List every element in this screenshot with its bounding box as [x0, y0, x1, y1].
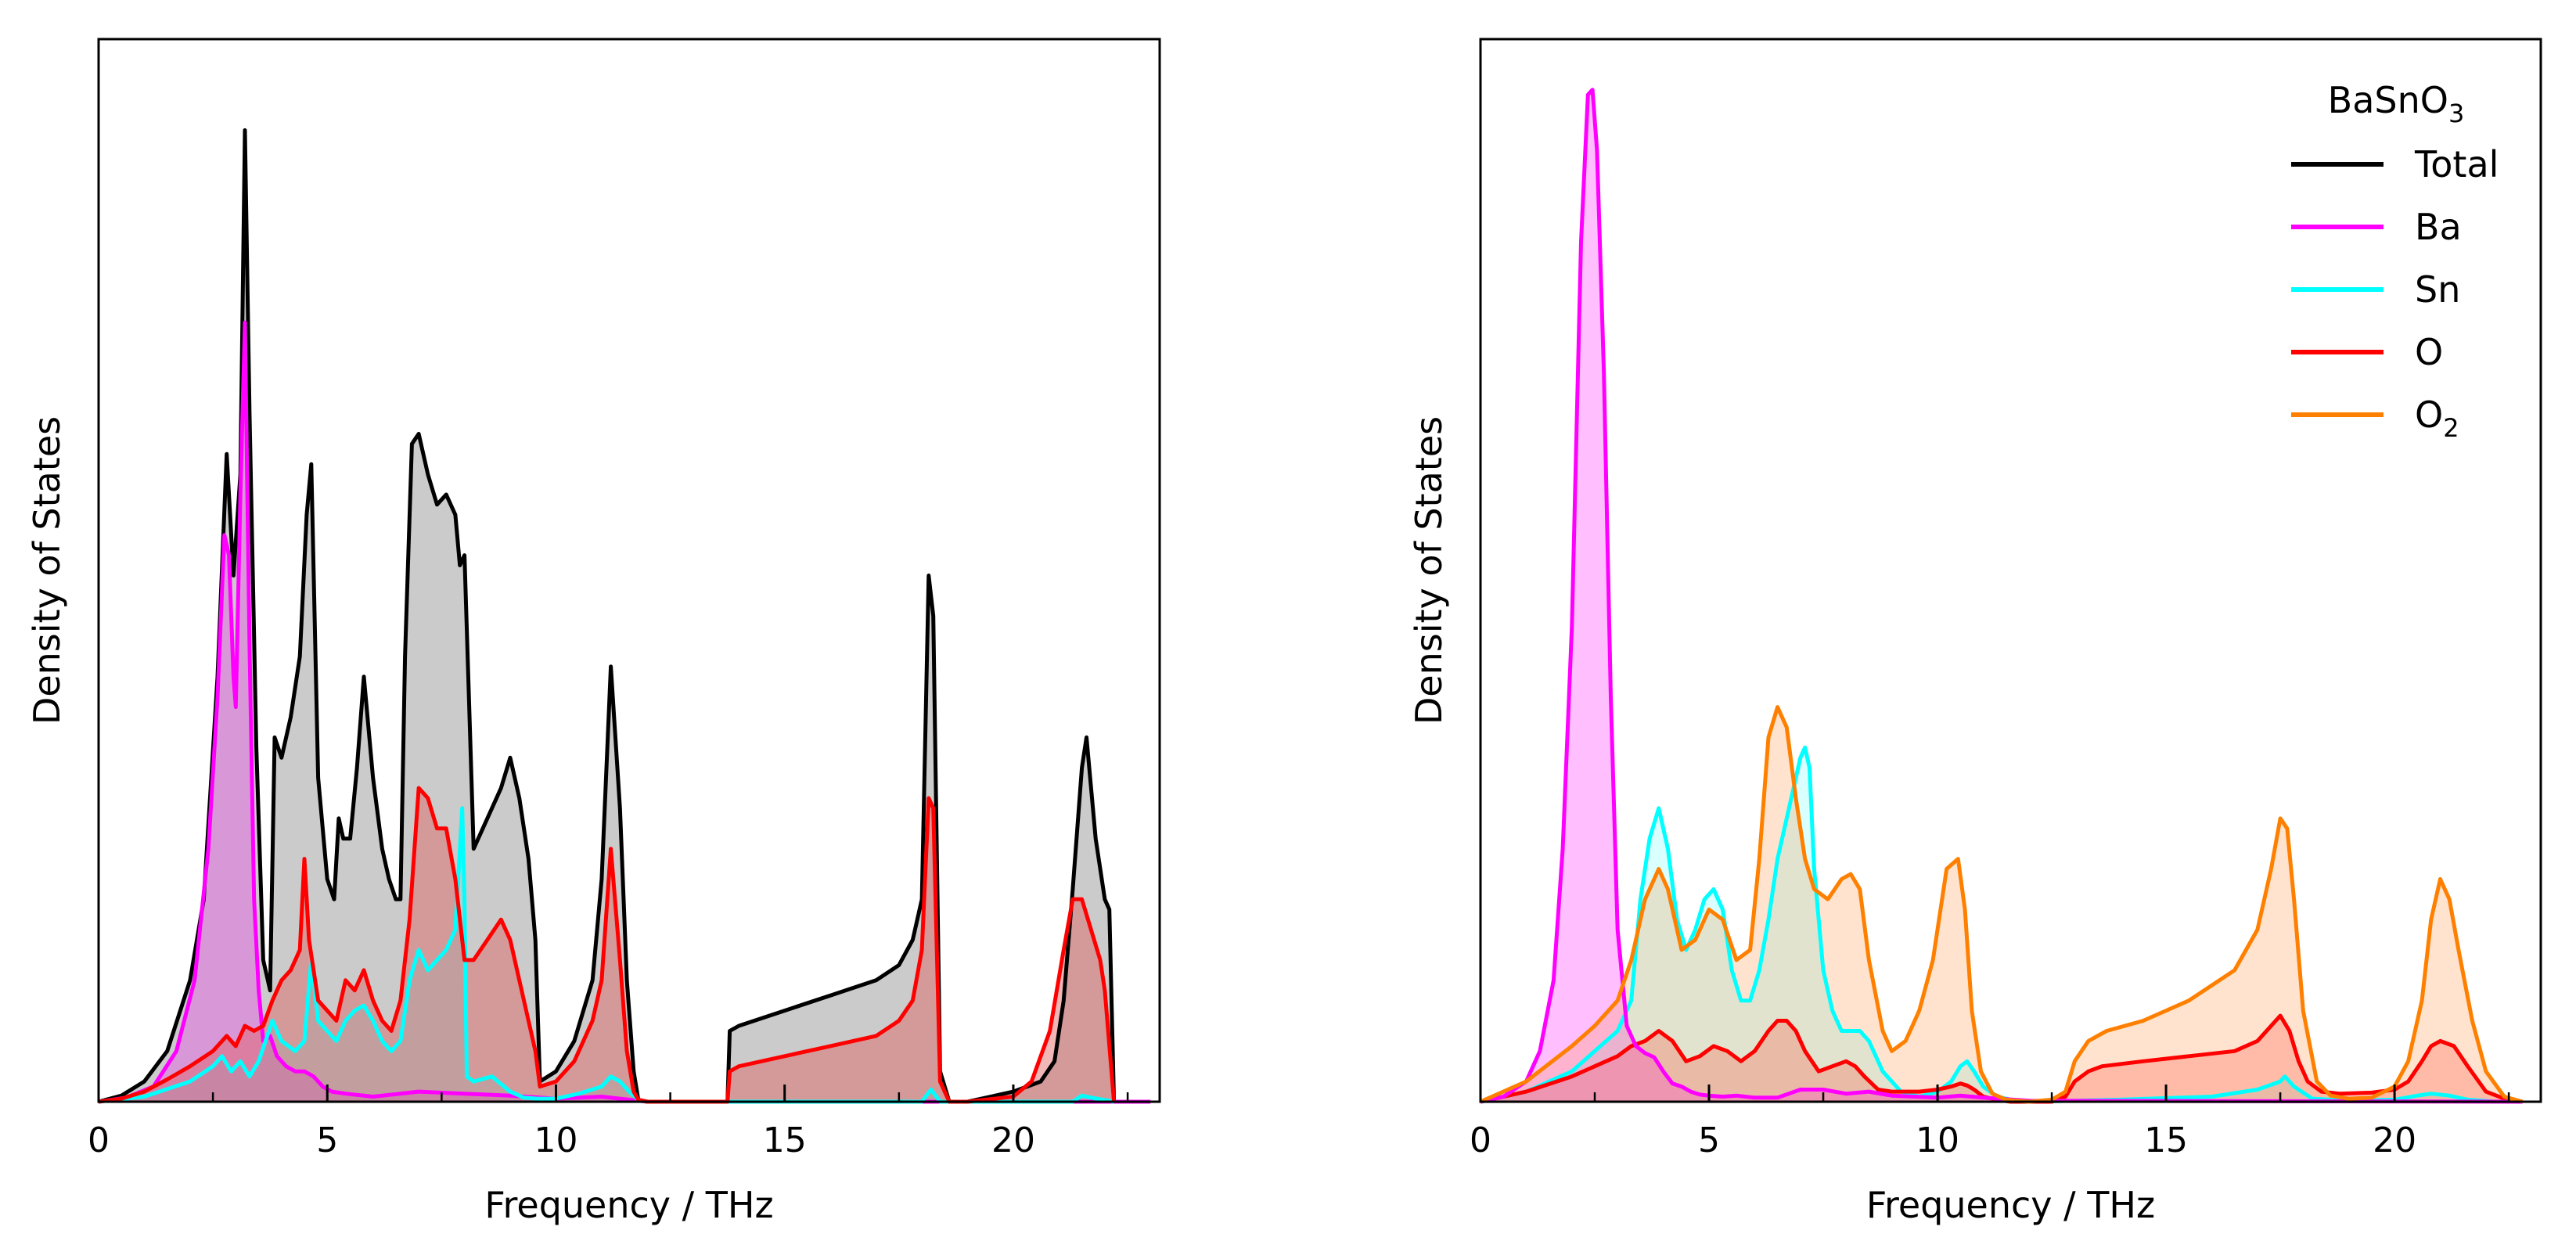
series-line-ba — [98, 320, 1151, 1104]
y-axis-label: Density of States — [26, 416, 68, 725]
series-area-o2 — [1480, 707, 2523, 1102]
series-area-total — [99, 130, 1114, 1102]
x-tick-label: 10 — [534, 1121, 577, 1160]
x-tick-label: 5 — [1698, 1121, 1720, 1160]
legend-label-total: Total — [2414, 143, 2499, 185]
x-axis-label: Frequency / THz — [1866, 1184, 2155, 1226]
plot-frame — [1479, 38, 2542, 1103]
series-area-ba — [99, 322, 1151, 1103]
x-tick-label: 10 — [1916, 1121, 1959, 1160]
legend: BaSnO3 Total Ba Sn O O2 — [2291, 79, 2499, 443]
plot-frame — [97, 38, 1161, 1103]
series-line-total — [98, 128, 1117, 1104]
legend-label-o: O — [2415, 331, 2443, 373]
series-line-o2 — [1479, 705, 2524, 1104]
series-line-o — [1480, 1013, 2524, 1104]
legend-label-o2: O2 — [2415, 394, 2459, 443]
legend-label-sn: Sn — [2415, 268, 2460, 311]
x-tick-label: 15 — [2144, 1121, 2188, 1160]
x-tick-label: 20 — [991, 1121, 1035, 1160]
x-tick-label: 15 — [763, 1121, 807, 1160]
legend-title: BaSnO3 — [2328, 79, 2465, 128]
y-axis-label: Density of States — [1408, 416, 1450, 725]
legend-label-ba: Ba — [2415, 206, 2462, 248]
right-dos-panel: 0 5 10 15 20 Frequency / THz Density of States… — [1408, 38, 2542, 1226]
series-area-o — [99, 788, 1114, 1102]
x-tick-label: 0 — [88, 1121, 110, 1160]
x-tick-label: 0 — [1470, 1121, 1491, 1160]
x-axis-label: Frequency / THz — [484, 1184, 773, 1226]
series-line-sn — [1480, 745, 2495, 1104]
series-area-sn — [1480, 747, 2495, 1102]
x-tick-label: 5 — [316, 1121, 338, 1160]
x-tick-label: 20 — [2373, 1121, 2416, 1160]
left-dos-panel: 0 5 10 15 20 Frequency / THz Density of States — [26, 38, 1161, 1226]
series-line-o — [98, 786, 1117, 1104]
series-line-ba — [1480, 88, 2523, 1104]
series-area-sn — [99, 808, 1114, 1102]
